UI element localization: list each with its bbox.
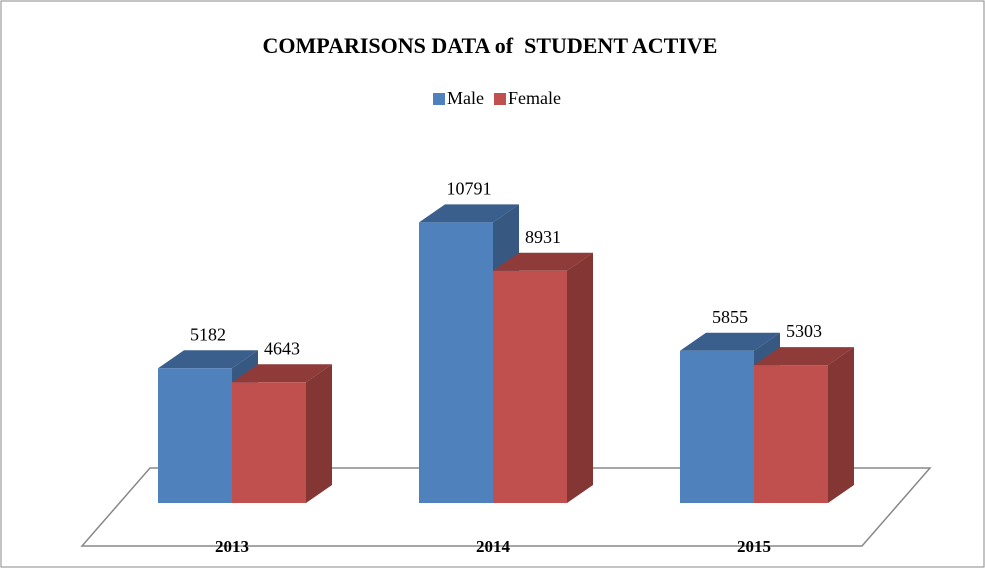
bar-side xyxy=(567,252,593,503)
bar xyxy=(680,350,754,503)
data-label: 4643 xyxy=(264,338,300,358)
data-label: 5855 xyxy=(712,307,748,327)
data-label: 5182 xyxy=(190,324,226,344)
legend-swatch xyxy=(433,93,445,105)
legend-label: Female xyxy=(508,88,561,108)
bar xyxy=(158,368,232,503)
data-label: 8931 xyxy=(525,227,561,247)
bar xyxy=(754,365,828,503)
legend-label: Male xyxy=(447,88,484,108)
data-label: 5303 xyxy=(786,321,822,341)
bar xyxy=(493,270,567,503)
bar-top xyxy=(493,252,593,271)
bar-side xyxy=(828,347,854,503)
bar-top xyxy=(232,364,332,383)
bar-top xyxy=(754,347,854,366)
x-tick-label: 2015 xyxy=(737,537,771,556)
bar-top xyxy=(419,204,519,223)
bar-top xyxy=(680,332,780,351)
bar xyxy=(419,222,493,503)
data-label: 10791 xyxy=(447,179,492,199)
x-tick-label: 2013 xyxy=(215,537,249,556)
legend-swatch xyxy=(493,93,506,105)
bar-top xyxy=(158,350,258,369)
x-tick-label: 2014 xyxy=(476,537,511,556)
bar-side xyxy=(306,364,332,503)
chart-title: COMPARISONS DATA of STUDENT ACTIVE xyxy=(263,33,718,58)
bar xyxy=(232,382,306,503)
